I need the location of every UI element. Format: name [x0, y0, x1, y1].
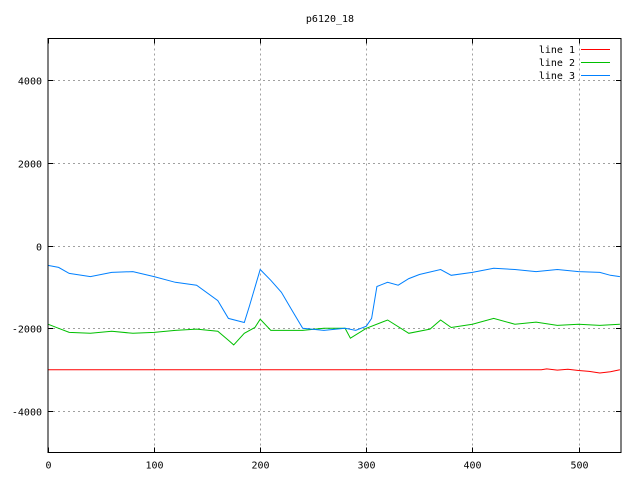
- y-tick-label: 2000: [18, 160, 42, 171]
- y-tick-label: -2000: [12, 325, 42, 336]
- legend-label: line 2: [539, 58, 575, 69]
- grid: [48, 38, 621, 453]
- x-tick-label: 200: [251, 461, 269, 472]
- legend-label: line 3: [539, 71, 575, 82]
- y-tick-label: -4000: [12, 408, 42, 419]
- series-line-1: [48, 368, 621, 374]
- x-tick-label: 500: [570, 461, 588, 472]
- x-tick-label: 300: [357, 461, 375, 472]
- series-line-2: [47, 317, 620, 346]
- legend: line 1 line 2 line 3: [539, 45, 610, 82]
- plot-border: [47, 38, 622, 453]
- x-tick-label: 100: [145, 461, 163, 472]
- y-tick-label: 4000: [18, 77, 42, 88]
- legend-label: line 1: [539, 45, 575, 56]
- y-tick-label: 0: [36, 243, 42, 254]
- axis-ticks: 0 100 200 300 400 500 -4000 -2000 0 2000 4000: [12, 38, 621, 472]
- x-tick-label: 400: [463, 461, 481, 472]
- chart-title: p6120_18: [306, 14, 354, 25]
- x-tick-label: 0: [45, 461, 51, 472]
- series-line-3: [47, 264, 620, 331]
- series-lines: [47, 264, 621, 374]
